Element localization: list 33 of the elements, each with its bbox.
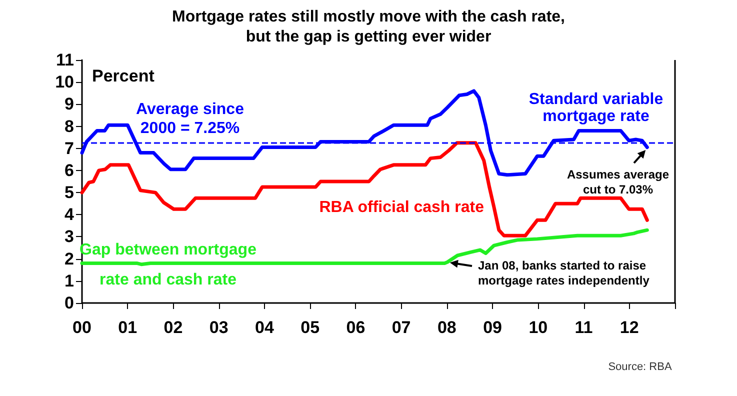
y-tick-label: 9 [64,94,74,114]
y-tick-label: 3 [64,227,74,246]
x-tick-label: 00 [72,318,92,337]
x-tick-label: 04 [255,318,274,337]
y-tick-label: 8 [64,116,74,136]
y-tick-label: 6 [64,160,74,180]
y-tick-label: 10 [55,72,74,92]
y-tick-label: 1 [64,271,74,290]
y-axis-title: Percent [92,66,155,86]
ref-line-label: Average since 2000 = 7.25% [136,101,244,137]
series-label: RBA official cash rate [319,199,484,216]
y-tick-label: 7 [64,138,74,158]
x-tick-label: 01 [118,318,138,337]
x-tick-label: 06 [346,318,366,337]
x-tick-label: 10 [528,318,548,337]
x-tick-label: 08 [437,318,456,337]
chart-title: Mortgage rates still mostly move with the cash rate, but the gap is getting ever wider [172,8,565,46]
source-note: Source: RBA [608,361,672,373]
y-tick-label: 4 [64,205,75,224]
y-tick-label: 2 [64,249,74,268]
x-tick-label: 11 [574,318,593,337]
x-tick-label: 09 [483,318,502,337]
y-tick-label: 0 [64,294,74,312]
series-label: Standard variable mortgage rate [528,91,664,125]
x-tick-label: 02 [164,318,183,337]
x-tick-label: 07 [392,318,411,337]
y-tick-label: 5 [64,183,74,202]
y-tick-label: 11 [56,50,74,70]
x-tick-label: 05 [300,318,320,337]
annotation: Jan 08, banks started to raise mortgage rates independently [478,258,650,288]
x-tick-label: 12 [620,318,639,337]
x-tick-label: 03 [209,318,228,337]
annotation: Assumes average cut to 7.03% [566,168,670,196]
